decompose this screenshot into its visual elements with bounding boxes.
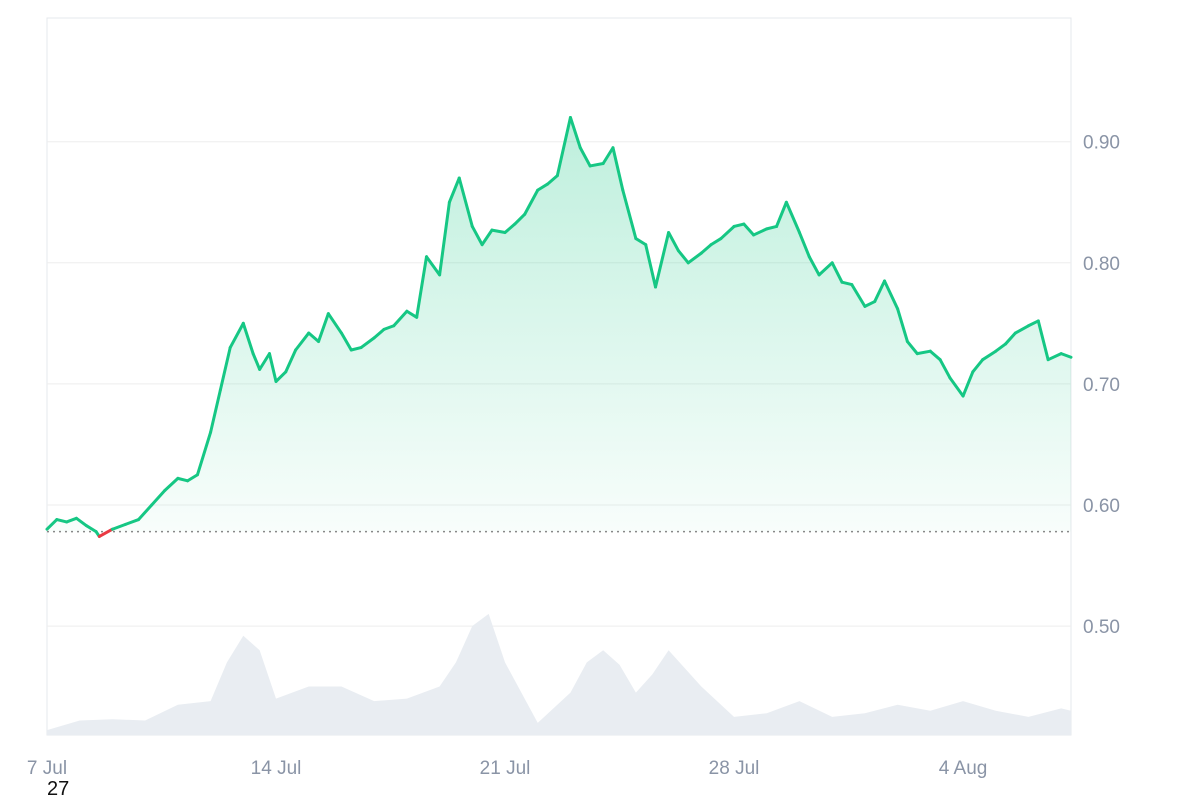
y-tick-label: 0.90 — [1083, 133, 1120, 154]
x-tick-label: 21 Jul — [480, 758, 531, 779]
y-tick-label: 0.80 — [1083, 254, 1120, 275]
x-tick-label: 28 Jul — [709, 758, 760, 779]
x-tick-label: 14 Jul — [251, 758, 302, 779]
price-line-segment — [99, 529, 112, 536]
y-tick-label: 0.50 — [1083, 617, 1120, 638]
x-tick-label: 7 Jul — [27, 758, 67, 779]
volume-area — [47, 614, 1071, 735]
y-tick-label: 0.60 — [1083, 496, 1120, 517]
corner-label: 27 — [47, 778, 69, 801]
y-tick-label: 0.70 — [1083, 375, 1120, 396]
x-tick-label: 4 Aug — [939, 758, 988, 779]
